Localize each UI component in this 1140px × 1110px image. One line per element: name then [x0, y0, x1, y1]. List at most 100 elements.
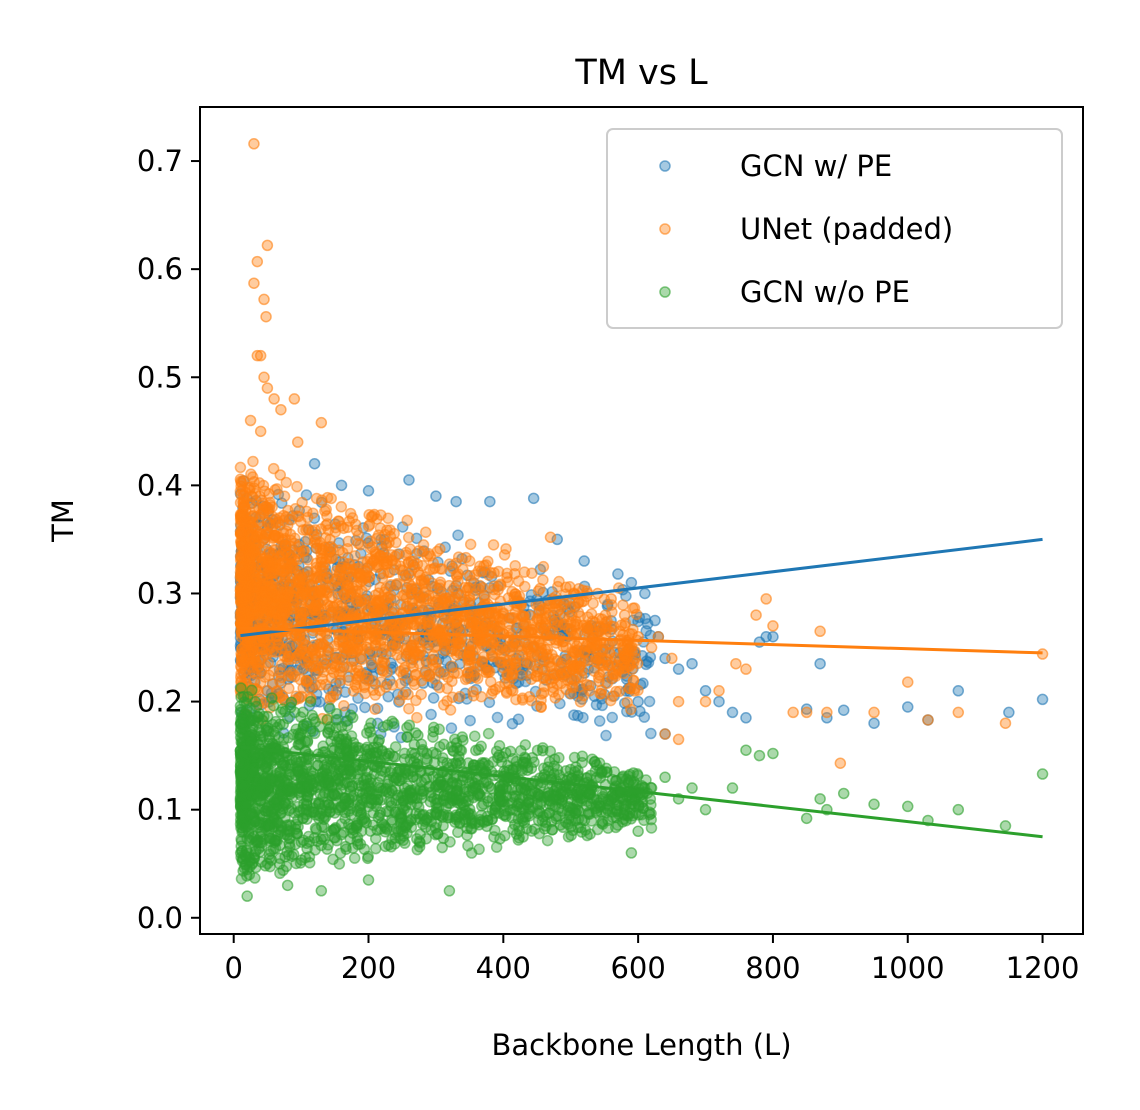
- data-point: [288, 807, 301, 819]
- data-point: [569, 619, 581, 631]
- data-point: [484, 495, 496, 508]
- data-point: [814, 625, 826, 638]
- data-point: [557, 618, 570, 631]
- data-point: [382, 512, 394, 525]
- data-point: [672, 695, 685, 708]
- data-point: [489, 824, 501, 837]
- data-point: [458, 617, 471, 630]
- data-point: [397, 663, 410, 676]
- data-point: [462, 757, 475, 769]
- data-point: [285, 666, 297, 679]
- data-point: [454, 690, 466, 703]
- data-point: [463, 555, 476, 567]
- data-point: [627, 674, 640, 687]
- data-point: [430, 490, 442, 502]
- data-point: [310, 492, 323, 505]
- data-point: [320, 519, 332, 532]
- data-point: [1036, 693, 1049, 706]
- data-point: [269, 484, 281, 496]
- data-point: [531, 612, 544, 625]
- data-point: [369, 842, 382, 855]
- data-point: [483, 780, 495, 793]
- data-point: [369, 703, 381, 715]
- data-point: [433, 681, 446, 694]
- data-point: [487, 756, 500, 768]
- data-point: [645, 799, 657, 811]
- data-point: [403, 702, 415, 715]
- data-point: [594, 625, 606, 637]
- data-point: [325, 492, 337, 505]
- data-point: [740, 663, 752, 675]
- data-point: [239, 509, 252, 522]
- data-point: [540, 820, 552, 832]
- data-point: [335, 610, 347, 622]
- data-point: [260, 526, 273, 539]
- data-point: [251, 349, 264, 362]
- data-point: [249, 872, 261, 884]
- data-point: [244, 498, 257, 510]
- data-point: [308, 457, 321, 470]
- data-point: [549, 692, 561, 704]
- data-point: [296, 496, 308, 509]
- data-point: [258, 371, 270, 384]
- data-point: [367, 675, 379, 687]
- data-point: [518, 566, 531, 578]
- data-point: [366, 541, 378, 553]
- data-point: [254, 425, 267, 438]
- data-point: [596, 815, 609, 828]
- data-point: [330, 652, 343, 665]
- data-point: [428, 756, 441, 769]
- data-point: [260, 310, 272, 323]
- data-point: [330, 714, 342, 726]
- data-point: [483, 696, 496, 709]
- data-point: [506, 717, 519, 730]
- data-point: [553, 575, 565, 588]
- data-point: [551, 605, 564, 618]
- data-point: [344, 565, 357, 578]
- data-point: [510, 693, 522, 706]
- data-point: [344, 833, 357, 845]
- data-point: [302, 565, 314, 578]
- data-point: [584, 828, 596, 840]
- data-point: [324, 702, 336, 715]
- data-point: [672, 733, 685, 746]
- data-point: [868, 717, 880, 729]
- data-point: [258, 607, 270, 620]
- data-point: [318, 565, 331, 577]
- data-point: [412, 729, 424, 742]
- data-point: [494, 578, 507, 590]
- data-point: [713, 685, 725, 697]
- data-point: [609, 652, 621, 664]
- data-point: [952, 685, 965, 697]
- data-point: [419, 526, 432, 538]
- data-point: [309, 844, 321, 856]
- data-point: [238, 603, 251, 615]
- data-point: [348, 852, 361, 864]
- data-point: [341, 521, 354, 534]
- data-point: [538, 680, 551, 693]
- data-point: [456, 731, 468, 743]
- data-point: [630, 608, 643, 621]
- data-point: [645, 641, 658, 654]
- data-point: [617, 599, 629, 611]
- data-point: [760, 593, 772, 605]
- data-point: [240, 590, 253, 603]
- data-point: [672, 663, 685, 675]
- data-point: [482, 727, 495, 740]
- data-point: [248, 674, 261, 687]
- data-point: [612, 568, 624, 580]
- data-point: [346, 512, 359, 524]
- data-point: [566, 663, 579, 675]
- data-point: [352, 537, 365, 550]
- data-point: [335, 501, 348, 513]
- data-point: [448, 667, 460, 679]
- data-point: [531, 744, 544, 757]
- data-point: [740, 712, 752, 724]
- data-point: [441, 695, 453, 707]
- data-point: [291, 639, 303, 651]
- data-point: [454, 744, 466, 756]
- data-point: [285, 559, 297, 571]
- data-point: [576, 750, 589, 762]
- data-point: [498, 549, 511, 561]
